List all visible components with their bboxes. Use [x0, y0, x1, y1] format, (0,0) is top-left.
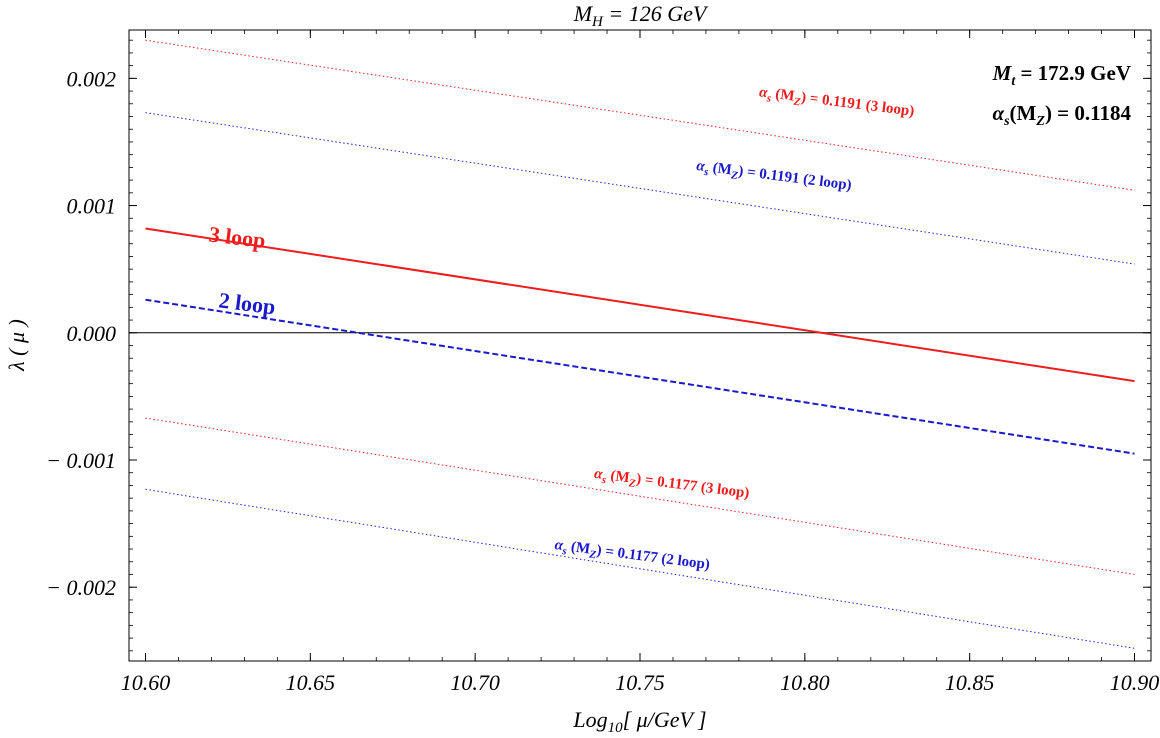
annotation-a3_hi: αs (MZ) = 0.1191 (3 loop)	[758, 84, 915, 122]
series-line-s3	[145, 227, 1135, 383]
legend-alpha-s: αs(MZ) = 0.1184	[992, 101, 1131, 129]
series-line-s2	[145, 298, 1135, 455]
series-line-s2_lo	[145, 488, 1135, 649]
legend-top-mass: Mt = 172.9 GeV	[992, 61, 1131, 89]
x-tick-label: 10.60	[121, 670, 171, 695]
ticks-layer: 10.60 10.65 10.70 10.75 10.80 10.85 10.90 0.002…	[46, 30, 1159, 695]
series-layer	[145, 39, 1135, 649]
x-tick-label: 10.85	[945, 670, 995, 695]
y-axis-label: λ ( μ )	[4, 319, 29, 372]
series-line-s2_hi	[145, 112, 1135, 265]
x-tick-label: 10.75	[615, 670, 665, 695]
series-line-s3_hi	[145, 39, 1135, 191]
annotation-a2: 2 loop	[217, 287, 277, 319]
x-tick-label: 10.80	[780, 670, 830, 695]
x-axis-label: Log10[ μ/GeV ]	[572, 707, 706, 736]
y-tick-label: 0.000	[67, 321, 117, 346]
y-tick-label: 0.002	[67, 66, 117, 91]
y-tick-label: 0.001	[67, 194, 117, 219]
y-tick-label: − 0.001	[46, 448, 116, 473]
x-tick-label: 10.90	[1110, 670, 1160, 695]
chart-title: MH = 126 GeV	[573, 1, 709, 30]
x-tick-label: 10.70	[450, 670, 500, 695]
annotation-a3: 3 loop	[207, 221, 266, 253]
x-tick-label: 10.65	[286, 670, 336, 695]
series-line-s3_lo	[145, 417, 1135, 575]
y-tick-label: − 0.002	[46, 575, 116, 600]
annotation-a3_lo: αs (MZ) = 0.1177 (3 loop)	[593, 466, 750, 505]
annotation-a2_lo: αs (MZ) = 0.1177 (2 loop)	[553, 537, 710, 576]
annotation-a2_hi: αs (MZ) = 0.1191 (2 loop)	[695, 158, 852, 197]
